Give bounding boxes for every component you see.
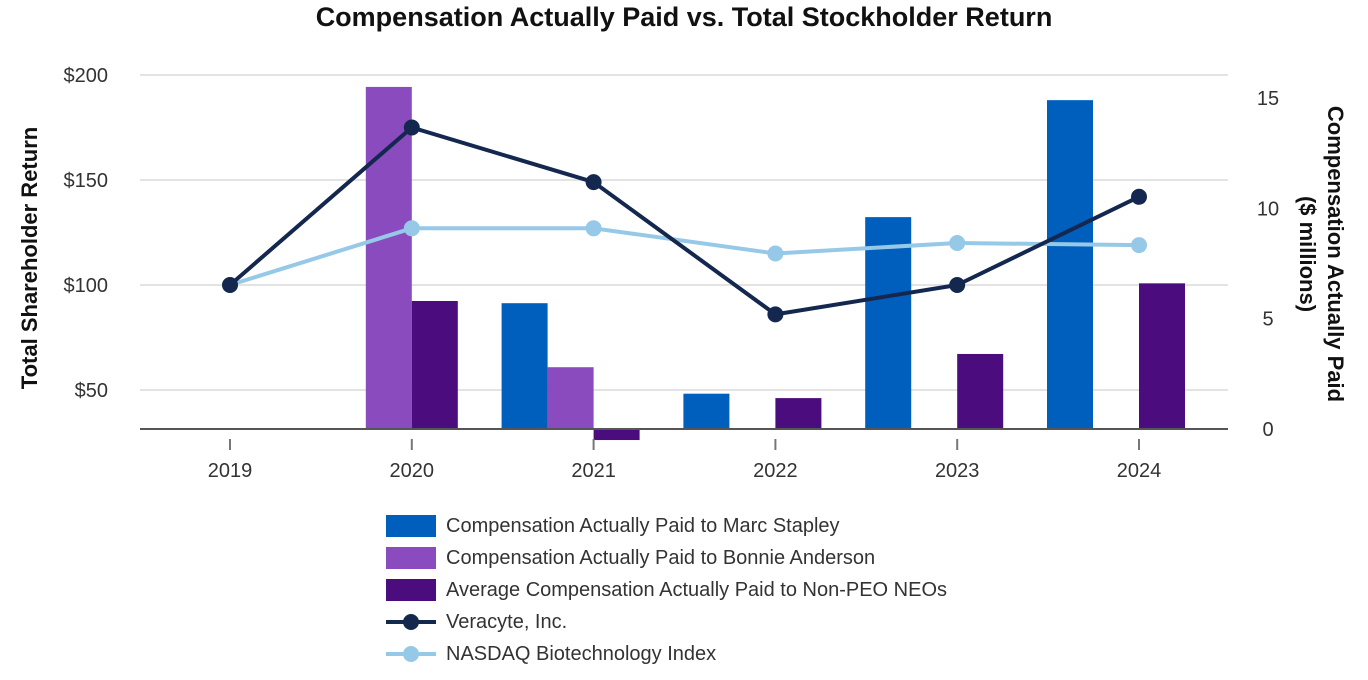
y-left-tick-label: $200 (64, 65, 109, 87)
x-tick-label: 2021 (571, 460, 616, 482)
point-series-2 (949, 235, 966, 251)
legend-item: Compensation Actually Paid to Bonnie And… (386, 542, 947, 574)
legend-label: NASDAQ Biotechnology Index (446, 642, 717, 665)
line-series-2 (229, 226, 1140, 287)
legend-item: Compensation Actually Paid to Marc Stapl… (386, 510, 947, 542)
point-series-1 (222, 277, 238, 293)
legend-swatch-line (386, 643, 436, 665)
point-series-2 (403, 220, 420, 237)
y-left-tick-label: $100 (64, 275, 109, 297)
bar-3 (411, 300, 458, 429)
chart-title: Compensation Actually Paid vs. Total Sto… (315, 2, 1053, 32)
chart-legend: Compensation Actually Paid to Marc Stapl… (386, 510, 947, 670)
bar-2 (365, 86, 412, 429)
bar-1 (865, 217, 912, 429)
point-series-1 (949, 277, 966, 293)
point-series-1 (767, 306, 784, 323)
legend-swatch-bar (386, 547, 436, 569)
legend-swatch-bar (386, 579, 436, 601)
bar-3 (775, 398, 822, 429)
y-left-axis-title: Total Shareholder Return (17, 127, 42, 389)
bar-3 (957, 353, 1004, 429)
point-series-2 (1131, 237, 1147, 254)
legend-label: Compensation Actually Paid to Bonnie And… (446, 546, 876, 569)
legend-swatch-marker (403, 614, 419, 630)
x-tick-label: 2022 (753, 460, 798, 482)
point-series-1 (585, 174, 602, 191)
point-series-1 (1131, 188, 1147, 205)
legend-label: Veracyte, Inc. (446, 610, 568, 633)
x-tick-label: 2024 (1117, 460, 1162, 482)
x-tick-label: 2019 (208, 460, 253, 482)
y-right-tick-label: 15 (1257, 88, 1279, 110)
legend-item: NASDAQ Biotechnology Index (386, 638, 947, 670)
point-series-2 (585, 220, 602, 237)
y-right-axis-title: Compensation Actually Paid (1323, 106, 1348, 402)
point-series-1 (403, 119, 420, 136)
legend-swatch-line (386, 611, 436, 633)
chart-plot: $50 $100 $150 $200 0 5 10 15 2019 2020 2021 2022 202… (17, 65, 1348, 482)
y-left-tick-label: $150 (64, 170, 109, 192)
y-left-tick-label: $50 (75, 380, 108, 402)
y-right-axis-subtitle: ($ millions) (1295, 196, 1320, 312)
y-right-tick-label: 5 (1262, 309, 1273, 331)
legend-swatch-marker (403, 646, 419, 662)
legend-label: Compensation Actually Paid to Marc Stapl… (446, 514, 840, 537)
bar-3 (1139, 283, 1185, 429)
bar-3 (593, 429, 640, 441)
bar-1 (1047, 100, 1093, 430)
legend-item: Veracyte, Inc. (386, 606, 947, 638)
bar-1 (501, 303, 548, 429)
legend-swatch-bar (386, 515, 436, 537)
point-series-2 (767, 245, 784, 262)
y-right-tick-label: 0 (1262, 419, 1273, 441)
x-tick-label: 2020 (390, 460, 435, 482)
bar-1 (683, 393, 730, 429)
x-tick-label: 2023 (935, 460, 980, 482)
legend-item: Average Compensation Actually Paid to No… (386, 574, 947, 606)
line-series-1 (228, 125, 1140, 317)
legend-label: Average Compensation Actually Paid to No… (446, 578, 947, 601)
y-right-tick-label: 10 (1257, 198, 1279, 220)
bar-2 (547, 367, 594, 429)
